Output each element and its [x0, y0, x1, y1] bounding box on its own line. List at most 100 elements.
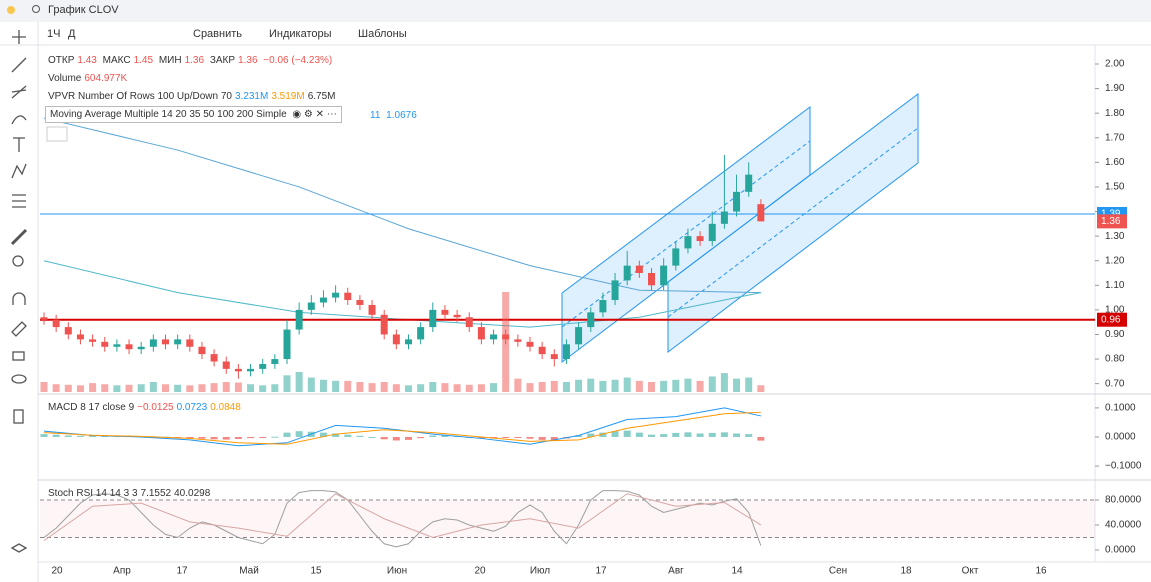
y-tick-label: 0.70 [1105, 378, 1125, 389]
compare-button[interactable]: Сравнить [193, 28, 243, 40]
interval[interactable]: 1Ч [47, 28, 61, 40]
label: MACD 8 17 close 9 [48, 402, 135, 413]
ma-legend[interactable]: Moving Average Multiple 14 20 35 50 100 … [45, 106, 342, 123]
macd-histogram [660, 434, 668, 437]
collapse-button[interactable] [46, 126, 68, 142]
value: 1.36 [184, 55, 205, 66]
magnet-icon [12, 292, 26, 305]
candle-body [52, 319, 60, 328]
candle-body [149, 339, 157, 347]
label: Moving Average Multiple 14 20 35 50 100 … [50, 109, 287, 120]
label: VPVR Number Of Rows 100 Up/Down 70 [48, 91, 232, 102]
trendline-icon [11, 57, 27, 73]
templates-button[interactable]: Шаблоны [358, 28, 407, 40]
y-tick-label: 0.1000 [1105, 403, 1136, 414]
volume-bar [526, 383, 534, 392]
macd-histogram [550, 436, 558, 441]
y-tick-label: 2.00 [1105, 59, 1125, 70]
volume-bar [380, 382, 388, 392]
volume-bar [465, 384, 473, 392]
volume-bar [477, 384, 485, 392]
volume-bar [234, 382, 242, 392]
macd-histogram [417, 436, 425, 439]
volume-bar [720, 373, 728, 392]
candle-body [247, 368, 255, 372]
price-tag-label: 1.39 [1101, 209, 1121, 220]
candle-body [174, 339, 182, 345]
time-label: 15 [310, 566, 322, 577]
candle-body [599, 300, 607, 313]
text-icon [13, 137, 25, 152]
volume-bar [64, 384, 72, 392]
candle-body [733, 191, 741, 212]
stoch-line [43, 493, 762, 542]
value: 1.36 [238, 55, 258, 66]
volume-bar [696, 380, 704, 392]
macd-line [43, 411, 761, 445]
y-tick-label: −0.1000 [1105, 461, 1142, 472]
volume-bar [635, 380, 643, 392]
macd-histogram [611, 431, 619, 437]
time-label: 16 [1035, 566, 1047, 577]
vpvr-legend: VPVR Number Of Rows 100 Up/Down 70 3.231M… [48, 91, 338, 102]
candle-body [745, 174, 753, 192]
time-label: 17 [595, 566, 607, 577]
macd-histogram [210, 436, 218, 440]
macd-histogram [259, 436, 267, 438]
macd-histogram [720, 432, 728, 437]
candle-body [76, 334, 84, 340]
volume-bar [295, 372, 303, 392]
time-label: Авг [668, 566, 684, 577]
macd-histogram [198, 436, 206, 439]
macd-histogram [538, 436, 546, 440]
macd-histogram [587, 433, 595, 437]
candle-body [720, 211, 728, 224]
volume-bar [162, 384, 169, 392]
volume-bar [125, 384, 133, 392]
time-label: 18 [900, 566, 912, 577]
value: −0.0125 [137, 402, 174, 413]
y-tick-label: 0.90 [1105, 329, 1125, 340]
y-tick-label: 80.0000 [1105, 495, 1142, 506]
y-tick-label: 1.20 [1105, 255, 1125, 266]
y-tick-label: 1.80 [1105, 108, 1125, 119]
candle-body [222, 361, 230, 369]
macd-line [43, 407, 761, 447]
macd-histogram [332, 433, 340, 437]
last-price-label: 1.36 [1101, 216, 1121, 227]
candle-body [101, 341, 109, 347]
candle-body [283, 329, 291, 360]
time-label: Сен [829, 566, 847, 577]
candle-body [40, 317, 48, 320]
window-dot [7, 6, 15, 14]
value: 1.45 [133, 55, 154, 66]
volume-bar [174, 384, 182, 392]
volume-bar [538, 382, 546, 392]
macd-histogram [696, 433, 704, 437]
volume-bar [368, 383, 376, 392]
volume-bar [392, 384, 400, 392]
title-bar [0, 0, 1151, 22]
interval-day[interactable]: Д [68, 28, 76, 40]
channels [561, 92, 919, 364]
volume-bar [210, 383, 218, 392]
macd-histogram [319, 432, 327, 437]
label: Volume [48, 73, 82, 84]
volume-bar [332, 380, 340, 392]
time-label: Апр [113, 566, 131, 577]
candle-body [538, 346, 546, 355]
volume-bar [623, 377, 631, 392]
candle-body [490, 334, 498, 340]
candle-body [210, 354, 218, 362]
fib-icon [11, 85, 27, 99]
time-label: Окт [962, 566, 979, 577]
label: ОТКР [48, 55, 75, 66]
volume-bar [76, 385, 84, 392]
indicators-button[interactable]: Индикаторы [269, 28, 332, 40]
candle-body [113, 344, 121, 347]
macd-legend: MACD 8 17 close 9 −0.0125 0.0723 0.0848 [48, 402, 244, 413]
volume-bar [417, 384, 425, 392]
left-toolbar-icons [10, 30, 28, 553]
candle-body [356, 300, 364, 305]
